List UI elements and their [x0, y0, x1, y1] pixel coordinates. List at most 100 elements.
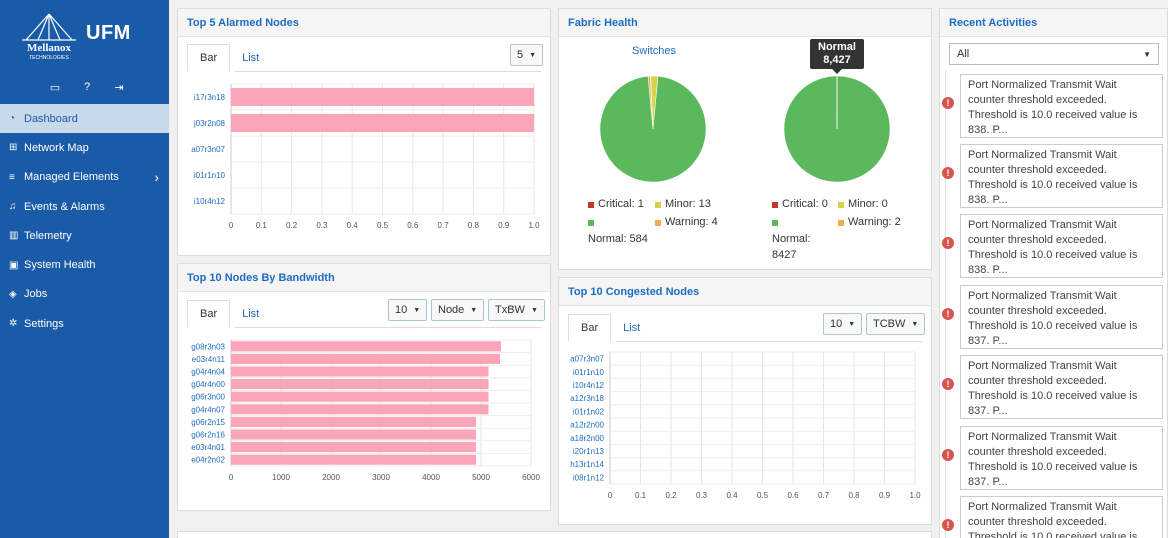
y-tick-label: i20r1n13 — [573, 447, 605, 456]
y-tick-label: g06r2n15 — [191, 418, 225, 427]
tab-bar[interactable]: Bar — [187, 300, 231, 328]
dashboard-icon: ◔ — [9, 113, 16, 125]
alarmed-nodes-chart: 0 0.1 0.2 0.3 0.4 0.5 0.6 0.7 0.8 0.9 1.0 i17r3n18 j… — [191, 83, 540, 230]
help-icon[interactable]: ? — [83, 81, 91, 93]
x-tick-label: 0.6 — [407, 221, 419, 230]
x-tick-label: 1.0 — [528, 221, 540, 230]
caret-down-icon: ▼ — [413, 306, 421, 314]
nav-item-jobs[interactable]: ◈ Jobs — [0, 280, 169, 309]
x-tick-label: 0.9 — [879, 491, 891, 500]
legend-label: Critical: 0 — [782, 198, 828, 210]
mellanox-logo: Mellanox TECHNOLOGIES — [22, 13, 76, 61]
y-tick-label: a12r2n00 — [570, 421, 604, 430]
bar — [231, 114, 534, 132]
nav-item-system-health[interactable]: ▣ System Health — [0, 250, 169, 279]
nav-item-settings[interactable]: ✲ Settings — [0, 309, 169, 338]
legend-critical[interactable]: Critical: 0 — [772, 198, 828, 210]
x-tick-label: 0.1 — [635, 491, 647, 500]
tab-bar[interactable]: Bar — [568, 314, 612, 342]
bar — [231, 353, 500, 364]
sitemap-icon: ⊞ — [9, 142, 18, 154]
legend-minor[interactable]: Minor: 13 — [655, 198, 711, 210]
legend-label: Minor: 13 — [665, 198, 711, 210]
legend-label: Normal: — [772, 233, 811, 245]
legend-normal-swatch[interactable] — [772, 216, 782, 226]
nav-item-telemetry[interactable]: ▥ Telemetry — [0, 221, 169, 250]
dropdown-value: Node — [438, 304, 465, 316]
x-tick-label: 6000 — [522, 473, 540, 482]
tab-bar[interactable]: Bar — [187, 44, 231, 72]
activity-filter-select[interactable]: All ▼ — [949, 43, 1159, 65]
timeline-line — [945, 70, 946, 538]
caret-down-icon: ▼ — [530, 306, 538, 314]
x-tick-label: 0 — [229, 221, 234, 230]
y-tick-label: i10r4n12 — [573, 381, 605, 390]
sidebar: Mellanox TECHNOLOGIES UFM ▭ ? ⇥ ◔ Dashbo… — [0, 0, 169, 538]
legend-label: Critical: 1 — [598, 198, 644, 210]
y-tick-label: g06r2n16 — [191, 431, 225, 440]
y-tick-label: g04r4n00 — [191, 380, 225, 389]
y-tick-label: i01r1n02 — [573, 407, 605, 416]
activity-item[interactable]: Port Normalized Transmit Wait counter th… — [960, 355, 1163, 419]
bandwidth-type-dropdown[interactable]: Node ▼ — [431, 299, 485, 321]
activity-item[interactable]: Port Normalized Transmit Wait counter th… — [960, 496, 1163, 538]
medkit-icon: ▣ — [9, 259, 19, 271]
bandwidth-count-dropdown[interactable]: 10 ▼ — [388, 299, 428, 321]
tab-list[interactable]: List — [623, 322, 641, 334]
x-tick-label: 0.5 — [757, 491, 769, 500]
cube-icon: ◈ — [9, 288, 17, 300]
legend-warning[interactable]: Warning: 4 — [655, 216, 718, 228]
nav-item-label: Dashboard — [24, 112, 78, 125]
x-tick-label: 0.8 — [468, 221, 480, 230]
x-tick-label: 0 — [229, 473, 234, 482]
bar — [231, 341, 501, 352]
congested-metric-dropdown[interactable]: TCBW ▼ — [866, 313, 926, 335]
bar — [231, 379, 489, 390]
activity-item[interactable]: Port Normalized Transmit Wait counter th… — [960, 214, 1163, 278]
x-tick-label: 2000 — [322, 473, 340, 482]
tab-list[interactable]: List — [242, 308, 260, 320]
dropdown-value: 10 — [395, 304, 408, 316]
pie-tooltip: Normal 8,427 — [810, 39, 864, 74]
nav-item-managed-elements[interactable]: ≡ Managed Elements › — [0, 163, 169, 192]
legend-warning[interactable]: Warning: 2 — [838, 216, 901, 228]
x-tick-label: 5000 — [472, 473, 490, 482]
x-tick-label: 0.3 — [696, 491, 708, 500]
tooltip-value: 8,427 — [823, 54, 851, 66]
activity-item[interactable]: Port Normalized Transmit Wait counter th… — [960, 144, 1163, 208]
nav-item-events-alarms[interactable]: ♫ Events & Alarms — [0, 192, 169, 221]
nav-item-dashboard[interactable]: ◔ Dashboard — [0, 104, 169, 134]
caret-down-icon: ▼ — [911, 320, 919, 328]
x-tick-label: 0.8 — [848, 491, 860, 500]
alert-icon: ! — [942, 308, 954, 320]
congested-count-dropdown[interactable]: 10 ▼ — [823, 313, 863, 335]
legend-minor[interactable]: Minor: 0 — [838, 198, 888, 210]
alarmed-count-dropdown[interactable]: 5 ▼ — [510, 44, 544, 66]
y-tick-label: h13r1n14 — [570, 460, 604, 469]
y-tick-label: g08r3n03 — [191, 342, 225, 351]
legend-label: 8427 — [772, 249, 797, 261]
y-tick-label: e03r4n11 — [192, 355, 226, 364]
bar — [231, 366, 489, 377]
y-tick-label: e03r4n01 — [191, 443, 225, 452]
y-tick-label: i08r1n12 — [573, 473, 605, 482]
monitor-icon[interactable]: ▭ — [49, 81, 61, 94]
tab-list[interactable]: List — [242, 52, 260, 64]
legend-normal-swatch[interactable] — [588, 216, 598, 226]
y-tick-label: g04r4n04 — [191, 368, 225, 377]
activity-item[interactable]: Port Normalized Transmit Wait counter th… — [960, 426, 1163, 490]
activity-item[interactable]: Port Normalized Transmit Wait counter th… — [960, 285, 1163, 349]
x-tick-label: 3000 — [372, 473, 390, 482]
y-tick-label: g06r3n00 — [191, 393, 225, 402]
nav-item-network-map[interactable]: ⊞ Network Map — [0, 133, 169, 162]
x-tick-label: 0.1 — [256, 221, 268, 230]
legend-critical[interactable]: Critical: 1 — [588, 198, 644, 210]
activity-item[interactable]: Port Normalized Transmit Wait counter th… — [960, 74, 1163, 138]
bar — [231, 88, 534, 106]
nav-item-label: System Health — [24, 259, 96, 272]
y-tick-label: a18r2n00 — [570, 434, 604, 443]
logout-icon[interactable]: ⇥ — [114, 81, 124, 94]
x-tick-label: 0.4 — [726, 491, 738, 500]
bandwidth-metric-dropdown[interactable]: TxBW ▼ — [488, 299, 545, 321]
alert-icon: ! — [942, 97, 954, 109]
